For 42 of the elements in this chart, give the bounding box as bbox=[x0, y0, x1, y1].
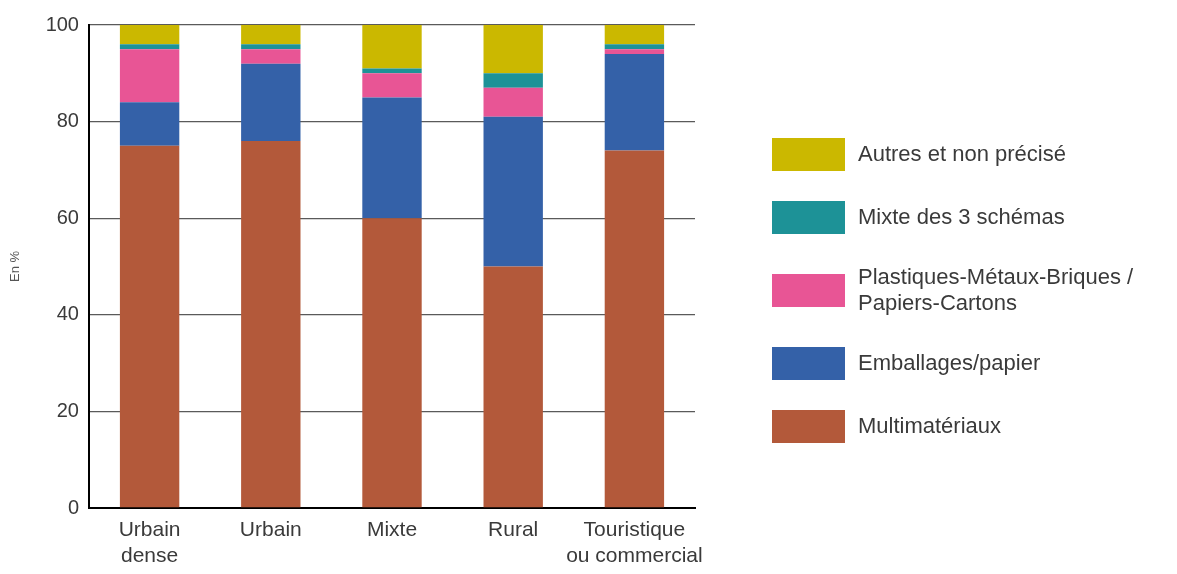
bar bbox=[119, 102, 180, 146]
bar bbox=[119, 145, 180, 508]
y-tick-label: 100 bbox=[45, 12, 79, 35]
x-tick-label: Rural bbox=[488, 517, 539, 541]
bar bbox=[362, 97, 422, 219]
y-axis-title: En % bbox=[7, 250, 23, 283]
bar bbox=[241, 44, 301, 50]
bar bbox=[362, 25, 422, 69]
bar bbox=[604, 53, 665, 151]
legend-label: Emballages/papier bbox=[858, 350, 1042, 377]
y-tick-label: 80 bbox=[56, 109, 79, 132]
bar bbox=[604, 25, 665, 45]
bar bbox=[119, 25, 180, 45]
x-tick-label: Mixte bbox=[366, 517, 418, 541]
bar bbox=[483, 25, 543, 74]
x-tick-label: Touristique ou commercial bbox=[566, 517, 703, 566]
bar bbox=[483, 73, 543, 88]
y-tick-label: 0 bbox=[67, 495, 79, 518]
x-tick-label: Urbain bbox=[239, 517, 302, 541]
bar bbox=[483, 116, 543, 267]
y-tick-label: 40 bbox=[56, 302, 79, 325]
bar bbox=[119, 44, 180, 50]
legend-label: Mixte des 3 schémas bbox=[858, 204, 1066, 231]
bar bbox=[119, 49, 180, 103]
bar bbox=[241, 63, 301, 141]
bar bbox=[241, 140, 301, 508]
y-tick-label: 60 bbox=[56, 205, 79, 228]
bar bbox=[604, 49, 665, 54]
x-tick-label: Urbain dense bbox=[118, 517, 181, 566]
y-tick-label: 20 bbox=[56, 398, 79, 421]
bar bbox=[362, 73, 422, 98]
legend-label: Autres et non précisé bbox=[858, 141, 1067, 168]
legend-label: Plastiques-Métaux-Briques / Papiers-Cartons bbox=[858, 264, 1135, 317]
bar bbox=[604, 44, 665, 50]
bar bbox=[604, 150, 665, 508]
bar bbox=[241, 49, 301, 64]
legend-label: Multimatériaux bbox=[858, 413, 1003, 440]
bar bbox=[483, 266, 543, 508]
bar bbox=[362, 218, 422, 508]
bar bbox=[362, 68, 422, 74]
bar bbox=[241, 25, 301, 45]
bar bbox=[483, 87, 543, 117]
